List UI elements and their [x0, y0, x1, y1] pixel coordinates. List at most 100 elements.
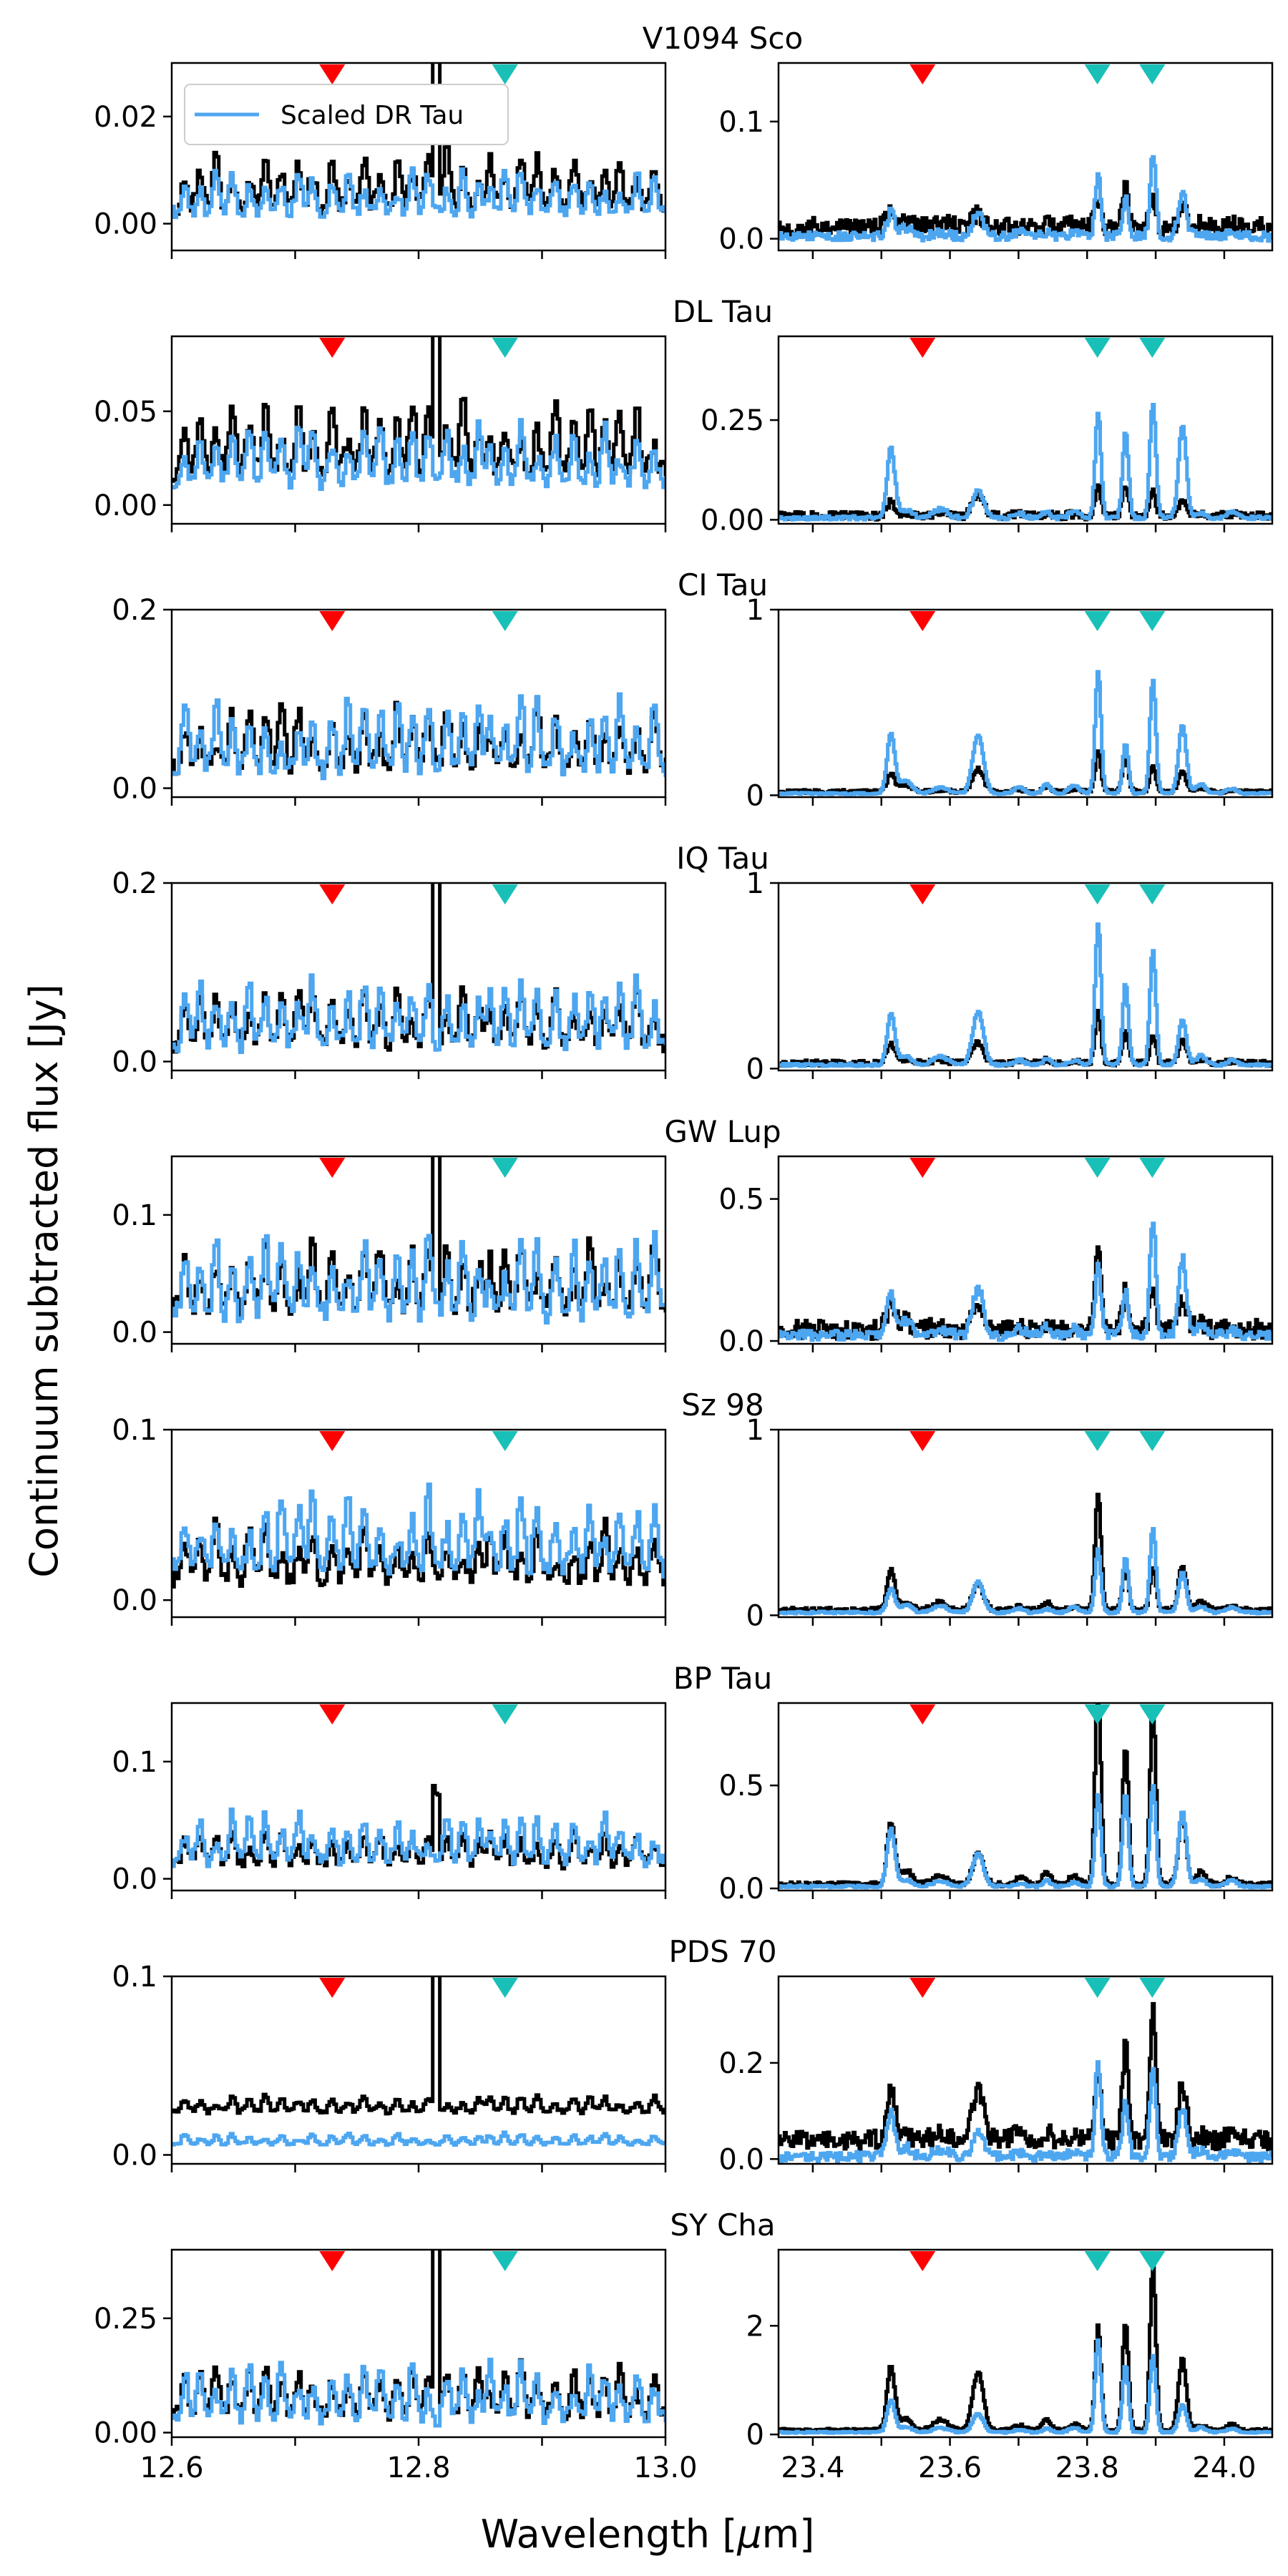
line-marker-red — [319, 2251, 346, 2271]
line-marker-red — [909, 1431, 936, 1451]
panel-left: 0.00 0.25 12.6 12.8 13.0 — [94, 2248, 698, 2484]
x-tick-label: 23.8 — [1055, 2451, 1119, 2484]
panel-title: SY Cha — [670, 2207, 775, 2243]
y-tick-label: 0.1 — [112, 1199, 157, 1232]
plot-area — [172, 1482, 665, 1589]
y-tick-label: 0 — [746, 1599, 764, 1632]
legend-frame — [184, 84, 509, 145]
line-marker-red — [319, 1704, 346, 1724]
line-marker-cyan — [1139, 64, 1166, 84]
plot-area — [172, 1976, 665, 2147]
line-marker-cyan — [492, 1978, 518, 1998]
axes-frame — [777, 1155, 1274, 1345]
plot-area — [779, 670, 1272, 796]
line-marker-red — [909, 2251, 936, 2271]
panel-title: GW Lup — [664, 1114, 781, 1149]
line-marker-cyan — [1139, 1158, 1166, 1178]
series-scaled-dr-tau — [172, 166, 665, 220]
axes-frame — [777, 1975, 1274, 2165]
plot-area — [172, 336, 665, 492]
y-tick-label: 0.25 — [94, 2303, 157, 2336]
plot-area — [172, 883, 665, 1054]
x-tick-label: 23.4 — [781, 2451, 844, 2484]
panel-title: BP Tau — [673, 1661, 773, 1696]
line-marker-cyan — [1084, 2251, 1111, 2271]
line-marker-cyan — [1139, 1704, 1166, 1724]
panel-left: 0.00 0.02 — [94, 62, 667, 259]
series-scaled-dr-tau — [779, 403, 1272, 522]
panel-right: 01 — [746, 594, 1274, 812]
line-marker-cyan — [492, 884, 518, 904]
line-marker-cyan — [492, 1431, 518, 1451]
y-tick-label: 0.0 — [718, 223, 764, 256]
line-marker-red — [909, 338, 936, 358]
plot-area — [779, 1703, 1272, 1890]
x-tick-label: 12.8 — [386, 2451, 450, 2484]
axes-frame — [777, 62, 1274, 252]
line-marker-red — [319, 1978, 346, 1998]
y-tick-label: 0.5 — [718, 1184, 764, 1216]
series-scaled-dr-tau — [172, 973, 665, 1054]
panel-left: 0.0 0.1 — [112, 1702, 667, 1899]
y-tick-label: 0.0 — [112, 1046, 157, 1079]
y-tick-label: 0.0 — [112, 2140, 157, 2172]
line-marker-cyan — [492, 1704, 518, 1724]
x-axis-label-prefix: Wavelength [ — [481, 2512, 738, 2557]
y-tick-label: 0.0 — [718, 1325, 764, 1358]
plot-area — [172, 1156, 665, 1324]
line-marker-cyan — [1139, 1431, 1166, 1451]
line-marker-cyan — [1139, 1978, 1166, 1998]
series-scaled-dr-tau — [779, 670, 1272, 796]
axes-frame — [777, 882, 1274, 1072]
line-marker-red — [319, 1431, 346, 1451]
y-tick-label: 0.0 — [112, 1863, 157, 1896]
y-tick-label: 0.1 — [112, 1961, 157, 1994]
series-scaled-dr-tau — [172, 418, 665, 492]
plot-area — [172, 692, 665, 781]
panel-left: 0.0 0.1 — [112, 1961, 667, 2172]
y-tick-label: 0.25 — [701, 404, 764, 437]
plot-area — [779, 155, 1272, 243]
line-marker-red — [909, 611, 936, 631]
panel-title: PDS 70 — [668, 1934, 776, 1969]
panel-title: V1094 Sco — [643, 21, 803, 56]
line-marker-red — [909, 1158, 936, 1178]
panel-left: 0.0 0.1 — [112, 1155, 667, 1352]
y-tick-label: 0.2 — [718, 2047, 764, 2080]
series-scaled-dr-tau — [779, 2338, 1272, 2435]
y-tick-label: 0.0 — [112, 773, 157, 806]
y-tick-label: 1 — [746, 867, 764, 900]
y-tick-label: 0.0 — [112, 1317, 157, 1350]
line-marker-cyan — [1084, 1431, 1111, 1451]
series-scaled-dr-tau — [779, 922, 1272, 1068]
panel-right: 0.0 0.2 — [718, 1975, 1274, 2176]
line-marker-red — [909, 884, 936, 904]
y-tick-label: 0.05 — [94, 396, 157, 429]
x-tick-label: 12.6 — [140, 2451, 203, 2484]
panel-left: 0.0 0.2 — [112, 867, 667, 1079]
series-observed — [779, 483, 1272, 522]
line-marker-cyan — [1139, 611, 1166, 631]
series-scaled-dr-tau — [172, 2357, 665, 2428]
line-marker-cyan — [1084, 338, 1111, 358]
x-tick-label: 24.0 — [1192, 2451, 1256, 2484]
series-scaled-dr-tau — [172, 2130, 665, 2147]
plot-area — [172, 63, 665, 220]
y-tick-label: 0.1 — [112, 1414, 157, 1447]
series-observed — [779, 180, 1272, 238]
y-tick-label: 0.1 — [718, 106, 764, 139]
line-marker-red — [319, 884, 346, 904]
plot-area — [779, 2265, 1272, 2435]
plot-area — [172, 1784, 665, 1870]
series-scaled-dr-tau — [779, 1784, 1272, 1890]
y-tick-label: 1 — [746, 594, 764, 627]
y-tick-label: 0.0 — [718, 2143, 764, 2176]
series-scaled-dr-tau — [172, 1230, 665, 1324]
panel-title: IQ Tau — [676, 841, 769, 876]
line-marker-red — [319, 64, 346, 84]
y-tick-label: 0.0 — [112, 1584, 157, 1617]
x-tick-label: 13.0 — [633, 2451, 697, 2484]
y-tick-label: 0.0 — [718, 1873, 764, 1906]
